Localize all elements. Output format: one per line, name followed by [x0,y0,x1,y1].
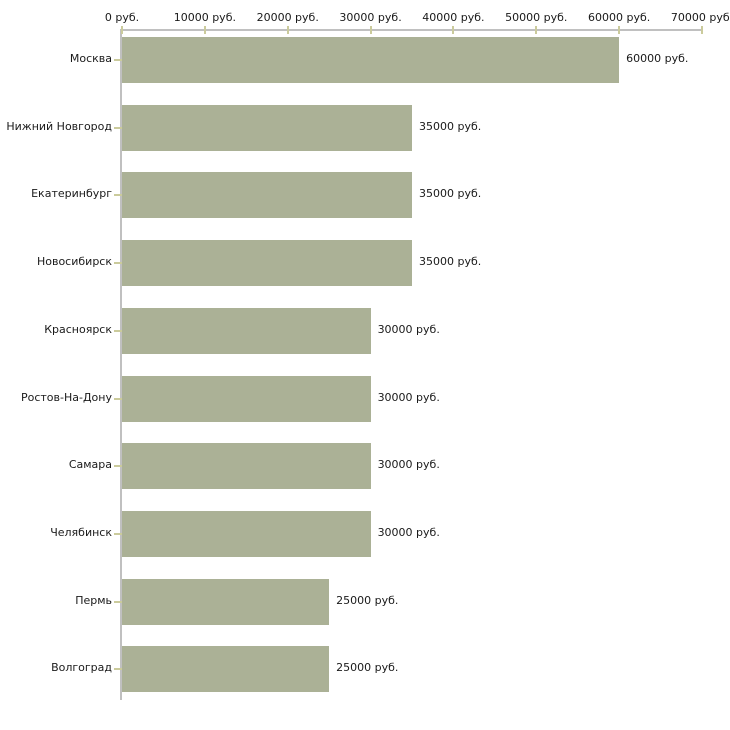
vlabel value-label: 25000 руб. [336,593,399,607]
vlabel value-label: 30000 руб. [377,390,440,404]
bar [122,375,371,422]
vlabel value-label: 30000 руб. [377,525,440,539]
clabel category-label: Екатеринбург [31,187,112,201]
xlabel x-axis-tick-label: 50000 руб. [505,11,568,24]
vlabel value-label: 35000 руб. [419,187,482,201]
bar [122,307,371,354]
xlabel x-axis-tick-label: 30000 руб. [339,11,402,24]
xlabel x-axis-tick-label: 0 руб. [104,11,140,24]
vlabel value-label: 60000 руб. [626,52,689,65]
y-axis-tick [114,600,122,603]
y-axis-tick [114,465,122,468]
bar [122,443,371,490]
clabel category-label: Новосибирск [36,255,112,269]
xlabel x-axis-tick-label: 40000 руб. [422,11,485,24]
bar [122,172,412,219]
clabel category-label: Самара [68,458,112,472]
bar [122,240,412,287]
vlabel value-label: 25000 руб. [336,661,399,675]
xlabel x-axis-tick-label: 70000 руб. [670,11,730,24]
y-axis-tick [114,262,122,265]
y-axis-tick [114,532,122,535]
bar [122,37,620,83]
x-axis-tick [618,26,621,34]
xlabel x-axis-tick-label: 20000 руб. [256,11,319,24]
x-axis-tick [121,26,123,34]
x-axis-tick [203,26,206,34]
clabel category-label: Челябинск [50,525,112,539]
bar [122,578,330,625]
y-axis-tick [114,59,122,61]
clabel category-label: Волгоград [51,661,112,675]
y-axis-tick [114,194,122,197]
y-axis-tick [114,397,122,400]
x-axis-tick [535,26,538,34]
y-axis-line [120,29,122,700]
clabel category-label: Ростов-На-Дону [20,390,112,404]
y-axis-tick [114,126,122,129]
vlabel value-label: 30000 руб. [377,458,440,472]
y-axis-tick [114,668,122,671]
clabel category-label: Красноярск [44,322,112,336]
xlabel x-axis-tick-label: 60000 руб. [588,11,651,24]
bar [122,646,330,693]
x-axis-tick [286,26,289,34]
clabel category-label: Нижний Новгород [6,119,112,133]
x-axis-tick [701,26,703,34]
x-axis-line [120,29,702,31]
x-axis-tick [452,26,455,34]
vlabel value-label: 30000 руб. [377,322,440,336]
clabel category-label: Москва [69,52,112,65]
y-axis-tick [114,329,122,332]
xlabel x-axis-tick-label: 10000 руб. [173,11,236,24]
vlabel value-label: 35000 руб. [419,255,482,269]
bar [122,510,371,557]
clabel category-label: Пермь [75,593,112,607]
bar [122,104,412,151]
vlabel value-label: 35000 руб. [419,119,482,133]
x-axis-tick [369,26,372,34]
